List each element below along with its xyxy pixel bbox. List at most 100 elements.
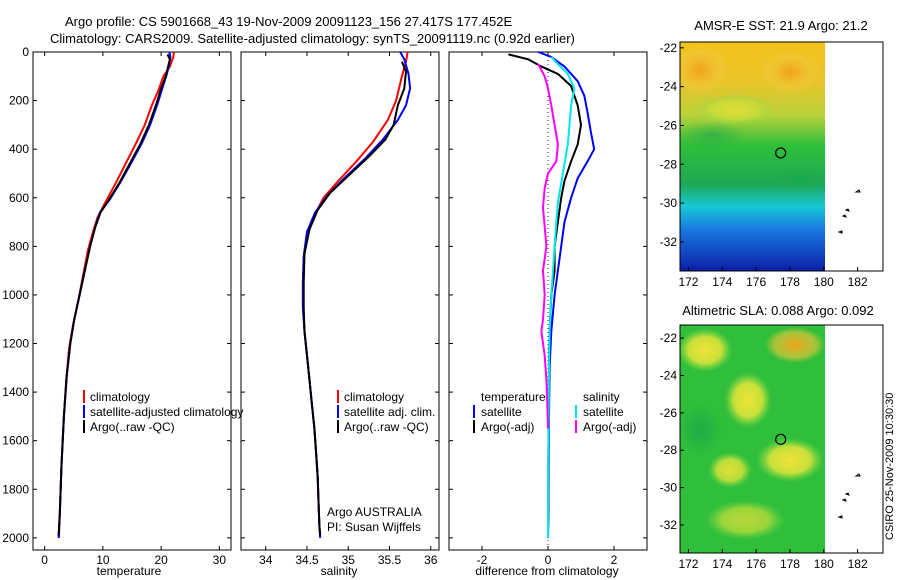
sla-map-title: Altimetric SLA: 0.088 Argo: 0.092 <box>682 303 874 318</box>
sst-cool-patch <box>680 121 747 149</box>
temperature-xlabel: temperature <box>97 564 162 578</box>
argo-program: Argo AUSTRALIA <box>327 505 422 519</box>
y-tick-label: -26 <box>660 118 678 132</box>
legend-temperature-title: temperature <box>481 390 546 404</box>
x-tick-label: 34 <box>259 553 273 567</box>
legend-satellite: satellite-adjusted climatology <box>90 405 243 419</box>
x-tick-label: 180 <box>814 275 834 289</box>
salinity-plot: 34 34.5 35 35.5 36 <box>241 51 439 567</box>
series-line-salinity-Argo <box>537 63 559 429</box>
x-tick-label: 180 <box>814 557 834 571</box>
y-tick-label: -30 <box>660 481 678 495</box>
island <box>854 189 861 193</box>
y-tick-label: -24 <box>660 80 678 94</box>
island <box>841 214 847 218</box>
x-tick-label: 178 <box>780 557 800 571</box>
sst-map-title: AMSR-E SST: 21.9 Argo: 21.2 <box>694 18 867 33</box>
sla-high-patch <box>705 500 785 540</box>
salinity-plot-frame <box>240 51 440 551</box>
sla-high-patch <box>756 438 824 482</box>
legend-temp-satellite: satellite <box>481 405 522 419</box>
x-tick-label: 172 <box>678 275 698 289</box>
sst-map-axes: 172 174 176 178 180 182 -22 -24 -26 -28 -30 -32 <box>660 41 868 289</box>
x-tick-label: 35 <box>342 553 356 567</box>
difference-plot: -2 0 2 <box>449 51 647 567</box>
credit-text: CSIRO 25-Nov-2009 10:30:30 <box>884 393 896 540</box>
y-tick-label: 600 <box>9 191 29 205</box>
salinity-xlabel: salinity <box>321 564 358 578</box>
sst-islands <box>837 189 861 234</box>
y-tick-label: -26 <box>660 406 678 420</box>
x-tick-label: 172 <box>678 557 698 571</box>
legend-climatology: climatology <box>90 390 150 404</box>
sla-islands <box>837 473 861 519</box>
sla-high-patch <box>680 328 733 372</box>
sst-cool-patch <box>770 168 825 192</box>
pi-name: PI: Susan Wijffels <box>327 520 421 534</box>
sst-map-frame <box>679 41 884 272</box>
x-tick-label: 182 <box>848 275 868 289</box>
argo-float-marker <box>775 147 787 159</box>
x-tick-label: 36 <box>424 553 438 567</box>
x-tick-label: 0 <box>41 553 48 567</box>
legend-sal-argo: Argo(-adj) <box>583 420 636 434</box>
y-tick-label: 0 <box>22 45 29 59</box>
x-tick-label: 0 <box>545 553 552 567</box>
island <box>844 492 850 496</box>
x-tick-label: 10 <box>96 553 110 567</box>
sla-high-patch <box>708 452 752 488</box>
x-tick-label: 30 <box>213 553 227 567</box>
sla-high-patch <box>765 327 825 363</box>
series-line-temperature-satellite <box>537 51 596 538</box>
sst-warm-patch <box>758 50 822 94</box>
difference-legend: temperature salinity satellite satellite… <box>473 390 636 434</box>
island <box>837 515 843 519</box>
y-tick-label: -22 <box>660 331 678 345</box>
series-line-argo <box>302 61 407 536</box>
y-tick-label: -28 <box>660 443 678 457</box>
y-tick-label: 800 <box>9 239 29 253</box>
y-tick-label: 1400 <box>2 385 29 399</box>
y-tick-label: -22 <box>660 41 678 55</box>
y-tick-label: -28 <box>660 157 678 171</box>
legend-sal-satellite: satellite <box>583 405 624 419</box>
series-line-climatology <box>57 51 175 538</box>
y-tick-label: 200 <box>9 94 29 108</box>
series-line-argo <box>57 53 171 536</box>
island <box>854 473 861 477</box>
x-tick-label: 178 <box>780 275 800 289</box>
legend-argo: Argo(..raw -QC) <box>90 420 175 434</box>
legend-satellite: satellite adj. clim. <box>344 405 435 419</box>
series-line-satellite <box>57 51 172 538</box>
y-tick-label: -32 <box>660 235 678 249</box>
difference-xlabel: difference from climatology <box>475 564 618 578</box>
x-tick-label: 2 <box>611 553 618 567</box>
island <box>837 230 843 234</box>
x-tick-label: 182 <box>848 557 868 571</box>
sla-map-frame <box>679 324 884 554</box>
series-line-salinity-satellite <box>547 56 576 538</box>
salinity-legend: climatology satellite adj. clim. Argo(..… <box>327 390 435 534</box>
y-tick-label: 1000 <box>2 288 29 302</box>
x-tick-label: 20 <box>154 553 168 567</box>
island <box>844 208 850 212</box>
y-tick-label: 1200 <box>2 337 29 351</box>
y-tick-label: 2000 <box>2 531 29 545</box>
header-line2: Climatology: CARS2009. Satellite-adjuste… <box>50 31 575 46</box>
x-tick-label: 176 <box>746 557 766 571</box>
y-tick-label: -30 <box>660 196 678 210</box>
header-line1: Argo profile: CS 5901668_43 19-Nov-2009 … <box>65 14 512 29</box>
sla-map <box>679 324 884 554</box>
sla-low-patch <box>680 404 722 456</box>
y-tick-label: -32 <box>660 518 678 532</box>
temperature-plot-frame <box>32 51 232 551</box>
sla-high-patch <box>724 372 772 428</box>
legend-salinity-title: salinity <box>583 390 620 404</box>
island <box>841 498 847 502</box>
temperature-legend: climatology satellite-adjusted climatolo… <box>83 390 243 434</box>
y-tick-label: 1800 <box>2 482 29 496</box>
sst-warm-patch <box>680 44 730 96</box>
sst-map <box>679 41 884 272</box>
y-tick-label: 400 <box>9 142 29 156</box>
